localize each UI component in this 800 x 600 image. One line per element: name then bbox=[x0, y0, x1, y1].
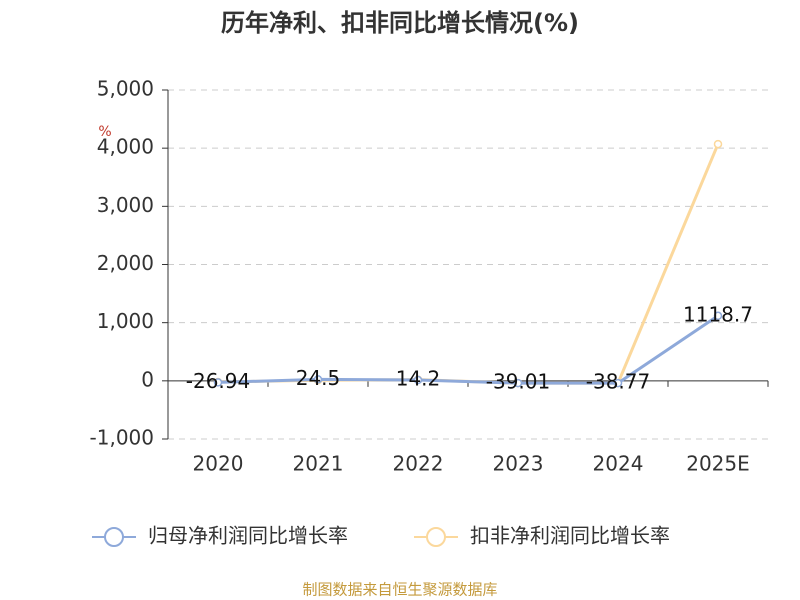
series-line bbox=[217, 314, 719, 385]
legend-marker bbox=[104, 527, 124, 547]
data-label: -39.01 bbox=[486, 370, 550, 394]
data-label: 24.5 bbox=[296, 366, 341, 390]
y-unit: % bbox=[98, 124, 111, 140]
chart-title: 历年净利、扣非同比增长情况(%) bbox=[221, 9, 579, 37]
x-tick-label: 2021 bbox=[293, 452, 344, 476]
point bbox=[713, 139, 723, 149]
series-line bbox=[217, 143, 720, 385]
y-tick-label: 2,000 bbox=[97, 251, 154, 275]
y-tick-label: 5,000 bbox=[97, 77, 154, 101]
x-tick-label: 2022 bbox=[393, 452, 444, 476]
y-tick-label: 1,000 bbox=[97, 309, 154, 333]
y-tick-label: -1,000 bbox=[90, 426, 154, 450]
point bbox=[513, 378, 523, 388]
point bbox=[713, 311, 723, 321]
point bbox=[413, 375, 423, 385]
y-tick-label: 4,000 bbox=[97, 135, 154, 159]
x-tick-label: 2024 bbox=[593, 452, 644, 476]
x-tick-label: 2025E bbox=[686, 452, 750, 476]
data-label: 1118.7 bbox=[683, 302, 753, 326]
data-label: -26.94 bbox=[186, 369, 250, 393]
data-label: 14.2 bbox=[396, 367, 441, 391]
x-tick-label: 2020 bbox=[193, 452, 244, 476]
y-tick-label: 0 bbox=[141, 367, 154, 391]
data-label: -38.77 bbox=[586, 370, 650, 394]
point bbox=[613, 378, 623, 388]
source-note: 制图数据来自恒生聚源数据库 bbox=[302, 581, 497, 599]
legend-label: 扣非净利润同比增长率 bbox=[470, 524, 670, 548]
legend-label: 归母净利润同比增长率 bbox=[148, 524, 348, 548]
point bbox=[213, 378, 223, 387]
point bbox=[313, 375, 323, 384]
y-tick-label: 3,000 bbox=[97, 193, 154, 217]
x-tick-label: 2023 bbox=[493, 452, 544, 476]
legend-marker bbox=[426, 527, 446, 547]
